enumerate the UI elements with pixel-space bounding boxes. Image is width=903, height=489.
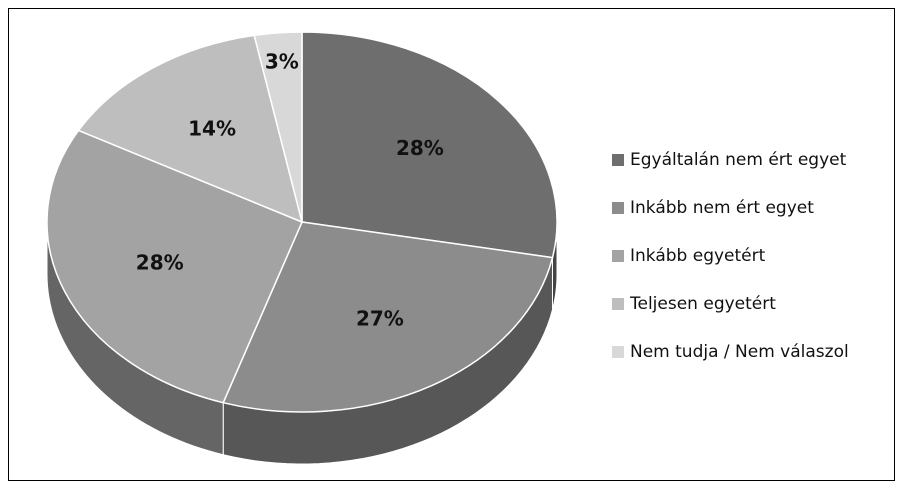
value-label: 27% [356, 307, 404, 331]
legend-label: Nem tudja / Nem válaszol [630, 342, 849, 362]
slice [222, 221, 554, 413]
legend-swatch [612, 346, 624, 358]
slice [46, 129, 303, 404]
legend-label: Teljesen egyetért [629, 294, 776, 314]
legend-label: Inkább egyetért [630, 246, 766, 266]
slice [301, 31, 558, 259]
value-label: 14% [188, 116, 236, 140]
slice [253, 31, 303, 223]
legend-swatch [612, 250, 624, 262]
slice [77, 34, 304, 224]
legend-swatch [612, 202, 624, 214]
legend-label: Inkább nem ért egyet [630, 198, 814, 218]
value-label: 3% [265, 50, 299, 74]
legend-swatch [612, 298, 624, 310]
legend-swatch [612, 154, 624, 166]
value-label: 28% [396, 136, 444, 160]
value-label: 28% [136, 250, 184, 274]
legend-label: Egyáltalán nem ért egyet [630, 150, 847, 170]
